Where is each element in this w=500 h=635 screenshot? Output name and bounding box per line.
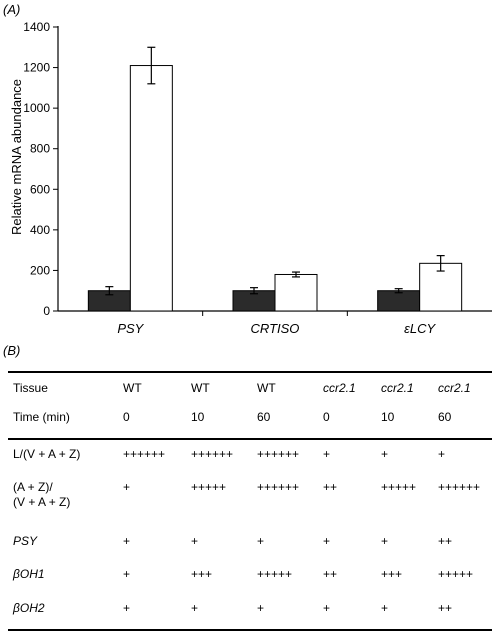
table-cell: +: [257, 534, 265, 548]
table-cell: +: [123, 534, 131, 548]
y-tick-label: 1000: [23, 101, 50, 115]
table-cell: ++++++: [257, 480, 300, 494]
table-cell: ++: [438, 601, 453, 615]
header-tissue-cell: ccr2.1: [438, 381, 471, 395]
header-tissue-label: Tissue: [13, 381, 48, 395]
table-cell: +: [191, 601, 199, 615]
header-time-cell: 10: [381, 410, 395, 424]
table-cell: +: [323, 534, 331, 548]
header-tissue-cell: ccr2.1: [381, 381, 414, 395]
table-cell: +: [438, 447, 446, 461]
y-axis-label: Relative mRNA abundance: [9, 79, 24, 235]
row-label-az-ratio: (A + Z)/: [13, 480, 53, 494]
table-cell: +: [381, 601, 389, 615]
table-cell: ++++++: [438, 480, 481, 494]
y-tick-label: 200: [30, 263, 50, 277]
y-tick-label: 800: [30, 142, 50, 156]
x-category-label: εLCY: [404, 321, 436, 336]
header-time-cell: 0: [123, 410, 130, 424]
table-cell: ++++++: [123, 447, 166, 461]
bar: [419, 262, 463, 312]
y-tick-label: 400: [30, 223, 50, 237]
table-cell: +: [323, 601, 331, 615]
header-time-cell: 0: [323, 410, 330, 424]
table-cell: +: [123, 601, 131, 615]
table-cell: ++: [323, 480, 338, 494]
table-cell: +: [257, 601, 265, 615]
row-label-boh2: βOH2: [13, 601, 45, 615]
y-tick-label: 1200: [23, 61, 50, 75]
y-tick-label: 1400: [23, 20, 50, 34]
table-cell: +++++: [381, 480, 417, 494]
table-cell: ++: [438, 534, 453, 548]
bar: [129, 65, 173, 312]
panel-b-label: (B): [3, 343, 21, 358]
table-top-rule: [8, 371, 492, 373]
y-tick-label: 600: [30, 182, 50, 196]
header-tissue-cell: WT: [257, 381, 276, 395]
chart-ticks: 0 200 400 600 800 1000 1200 1400 PSY CRTISO εLCY: [23, 20, 436, 336]
table-cell: +: [381, 534, 389, 548]
row-label-az-ratio-line2: (V + A + Z): [13, 495, 71, 509]
table-bottom-rule: [8, 629, 492, 631]
table-cell: +++: [191, 567, 213, 581]
header-time-cell: 10: [191, 410, 205, 424]
table-cell: ++++++: [191, 447, 234, 461]
row-label-boh1: βOH1: [13, 567, 45, 581]
table-cell: +: [123, 567, 131, 581]
header-time-cell: 60: [438, 410, 452, 424]
row-label-psy: PSY: [13, 534, 38, 548]
table-cell: ++: [323, 567, 338, 581]
row-label-lutein-ratio: L/(V + A + Z): [13, 447, 81, 461]
panel-a-label: (A): [3, 2, 21, 17]
bar: [274, 273, 318, 312]
table-cell: +: [123, 480, 131, 494]
header-tissue-cell: WT: [191, 381, 210, 395]
bar-chart: 0 200 400 600 800 1000 1200 1400 PSY CRTISO εLCY R…: [9, 20, 492, 336]
table-header-rule: [8, 438, 492, 440]
table-cell: +: [381, 447, 389, 461]
table-cell: +++: [381, 567, 403, 581]
header-time-label: Time (min): [13, 410, 70, 424]
header-tissue-cell: WT: [123, 381, 142, 395]
x-category-label: PSY: [117, 321, 144, 336]
table-cell: +++++: [257, 567, 293, 581]
bar: [377, 290, 421, 312]
header-tissue-cell: ccr2.1: [323, 381, 356, 395]
y-tick-label: 0: [43, 304, 50, 318]
chart-bars: [87, 46, 463, 312]
table-cell: +++++: [191, 480, 227, 494]
table-cell: +: [191, 534, 199, 548]
header-time-cell: 60: [257, 410, 271, 424]
table-cell: +++++: [438, 567, 474, 581]
table-cell: ++++++: [257, 447, 300, 461]
table-cell: +: [323, 447, 331, 461]
x-category-label: CRTISO: [251, 321, 300, 336]
